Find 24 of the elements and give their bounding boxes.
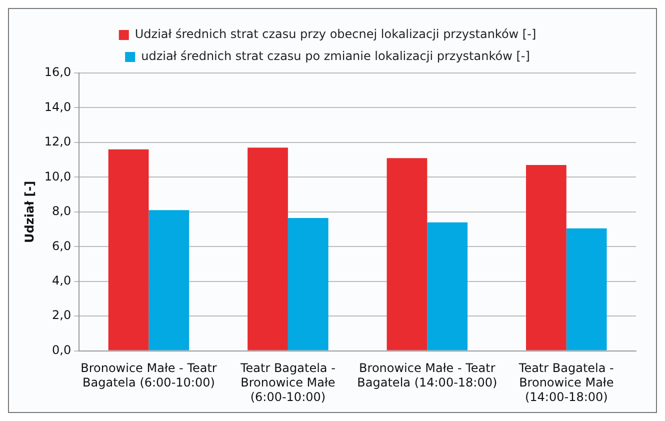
legend-label: Udział średnich strat czasu przy obecnej lokalizacji przystanków [-] [134, 27, 536, 42]
x-tick-label: Teatr Bagatela - Bronowice Małe (14:00-18:00) [518, 361, 614, 404]
bar [288, 218, 328, 350]
y-tick-label: 4,0 [52, 273, 72, 288]
bar [108, 149, 149, 350]
bar [427, 222, 468, 350]
bar [148, 210, 190, 350]
y-tick-label: 14,0 [44, 100, 72, 114]
y-axis-title: Udział [-] [22, 180, 36, 243]
legend-label: udział średnich strat czasu po zmianie lokalizacji przystanków [-] [141, 49, 530, 64]
bar [248, 148, 288, 350]
x-tick-label: Teatr Bagatela - Bronowice Małe (6:00-10:00) [239, 361, 336, 404]
bar [566, 228, 607, 350]
y-tick-label: 0,0 [52, 342, 72, 357]
y-tick-label: 10,0 [44, 169, 72, 184]
y-tick-label: 8,0 [52, 204, 72, 218]
bar [386, 158, 428, 350]
x-tick-label: Bronowice Małe - Teatr Bagatela (6:00-10:00) [80, 361, 217, 390]
x-tick-label: Bronowice Małe - Teatr Bagatela (14:00-18:00) [357, 361, 498, 390]
y-tick-label: 6,0 [52, 238, 72, 253]
y-tick-label: 16,0 [44, 65, 72, 80]
y-tick-label: 2,0 [52, 308, 72, 322]
y-tick-label: 12,0 [44, 134, 72, 149]
bar [526, 165, 566, 350]
